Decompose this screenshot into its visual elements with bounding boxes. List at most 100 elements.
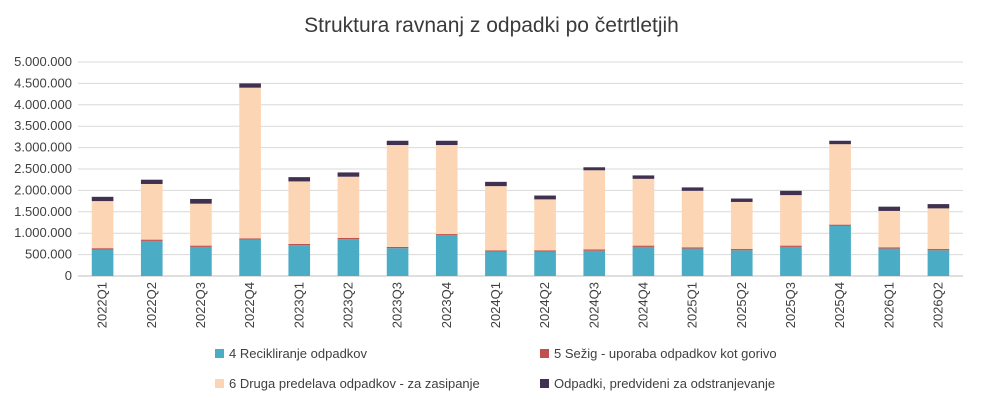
- bar-segment: [190, 203, 212, 246]
- y-tick-label: 5.000.000: [14, 54, 72, 69]
- bar-segment: [485, 250, 507, 252]
- bar-segment: [91, 196, 114, 202]
- x-tick-label: 2024Q4: [635, 282, 650, 328]
- x-tick-label: 2024Q2: [537, 282, 552, 328]
- x-tick-label: 2023Q1: [291, 282, 306, 328]
- chart-title: Struktura ravnanj z odpadki po četrtletj…: [304, 14, 679, 37]
- bar-segment: [829, 144, 851, 225]
- bar-segment: [288, 177, 311, 182]
- bar-segment: [485, 181, 507, 187]
- bar-segment: [485, 186, 507, 251]
- bar-segment: [583, 249, 606, 251]
- bar-segment: [927, 204, 950, 209]
- bar-segment: [239, 87, 261, 239]
- x-tick-label: 2023Q4: [439, 282, 454, 328]
- x-tick-label: 2025Q2: [734, 282, 749, 328]
- bar-segment: [534, 251, 556, 276]
- bar-segment: [730, 201, 753, 250]
- bar-segment: [337, 172, 360, 177]
- bar-segment: [878, 210, 901, 248]
- legend-label: Odpadki, predvideni za odstranjevanje: [554, 376, 776, 391]
- x-tick-label: 2023Q3: [390, 282, 405, 328]
- bar-segment: [878, 206, 901, 211]
- bar-segment: [583, 167, 606, 171]
- bar-segment: [190, 198, 212, 204]
- legend-item: 6 Druga predelava odpadkov - za zasipanj…: [215, 376, 480, 391]
- bar-segment: [780, 195, 802, 246]
- x-tick-label: 2024Q1: [488, 282, 503, 328]
- bar-segment: [190, 246, 212, 276]
- bar-segment: [927, 249, 950, 251]
- bar-segment: [681, 187, 704, 191]
- bar-segment: [780, 246, 802, 276]
- y-tick-label: 2.000.000: [14, 182, 72, 197]
- y-tick-label: 500.000: [25, 247, 72, 262]
- x-tick-label: 2025Q3: [783, 282, 798, 328]
- y-tick-label: 4.500.000: [14, 75, 72, 90]
- bar-segment: [91, 248, 114, 250]
- bar-segment: [829, 140, 851, 145]
- legend-swatch: [215, 349, 224, 358]
- bar-segment: [239, 83, 261, 88]
- x-tick-label: 2023Q2: [340, 282, 355, 328]
- bar-segment: [140, 240, 163, 276]
- y-tick-label: 3.500.000: [14, 118, 72, 133]
- bar-segment: [91, 201, 114, 249]
- bar-segment: [534, 195, 556, 200]
- bar-segment: [681, 190, 704, 248]
- legend-swatch: [540, 379, 549, 388]
- bar-segment: [386, 248, 409, 276]
- bar-segment: [386, 140, 409, 146]
- bar-segment: [878, 248, 901, 276]
- bar-segment: [140, 179, 163, 184]
- bar-segment: [337, 237, 360, 240]
- bar-segment: [288, 243, 311, 246]
- bar-segment: [534, 199, 556, 251]
- x-tick-label: 2022Q4: [242, 282, 257, 328]
- y-tick-label: 3.000.000: [14, 140, 72, 155]
- x-tick-label: 2026Q2: [930, 282, 945, 328]
- bar-segment: [337, 176, 360, 238]
- x-tick-label: 2024Q3: [586, 282, 601, 328]
- bar-segment: [730, 249, 753, 251]
- bar-segment: [288, 245, 311, 276]
- bar-segment: [386, 246, 409, 249]
- legend-label: 6 Druga predelava odpadkov - za zasipanj…: [229, 376, 480, 391]
- bar-segment: [485, 251, 507, 276]
- bar-segment: [632, 175, 655, 179]
- bar-segment: [288, 181, 311, 244]
- bar-segment: [140, 239, 163, 241]
- bar-segment: [632, 245, 655, 247]
- y-tick-label: 1.000.000: [14, 225, 72, 240]
- legend-swatch: [540, 349, 549, 358]
- bar-segment: [927, 250, 950, 276]
- bar-segment: [91, 249, 114, 276]
- x-tick-label: 2022Q2: [144, 282, 159, 328]
- bar-segment: [190, 245, 212, 247]
- bar-segment: [730, 250, 753, 276]
- legend-label: 4 Recikliranje odpadkov: [229, 346, 368, 361]
- y-tick-label: 4.000.000: [14, 97, 72, 112]
- bar-segment: [583, 250, 606, 276]
- y-tick-label: 2.500.000: [14, 161, 72, 176]
- bar-segment: [878, 247, 901, 249]
- y-tick-label: 0: [65, 268, 72, 283]
- bar-segment: [730, 198, 753, 202]
- bar-segment: [829, 224, 851, 226]
- bar-segment: [386, 145, 409, 247]
- bar-segment: [435, 234, 458, 236]
- x-tick-label: 2025Q4: [832, 282, 847, 328]
- x-tick-label: 2022Q3: [193, 282, 208, 328]
- legend-item: 5 Sežig - uporaba odpadkov kot gorivo: [540, 346, 777, 361]
- legend-item: Odpadki, predvideni za odstranjevanje: [540, 376, 775, 391]
- bar-segment: [681, 248, 704, 276]
- bar-segment: [239, 238, 261, 240]
- bar-segment: [435, 140, 458, 146]
- x-tick-label: 2022Q1: [95, 282, 110, 328]
- bar-segment: [140, 183, 163, 240]
- bar-segment: [435, 145, 458, 235]
- bar-segment: [829, 225, 851, 276]
- legend-swatch: [215, 379, 224, 388]
